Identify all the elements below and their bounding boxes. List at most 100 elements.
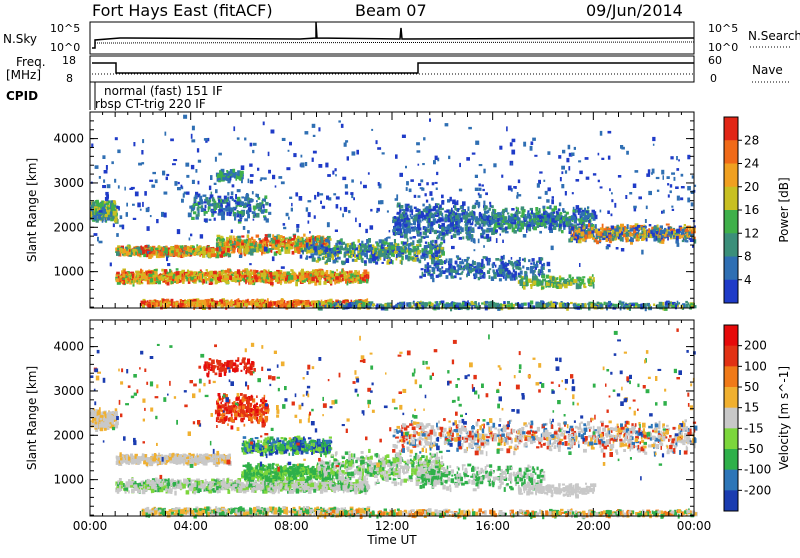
- data-cell: [259, 244, 262, 249]
- data-cell: [175, 303, 177, 305]
- data-cell: [364, 260, 367, 263]
- data-cell: [348, 305, 352, 309]
- data-cell: [116, 272, 120, 275]
- data-cell: [444, 219, 446, 222]
- data-cell: [250, 249, 253, 254]
- data-cell: [454, 205, 456, 208]
- cpid-strip: CPID normal (fast) 151 IF rbsp CT-trig 2…: [6, 82, 223, 111]
- data-cell: [234, 241, 236, 245]
- data-cell: [413, 302, 415, 305]
- data-cell: [231, 304, 233, 306]
- data-cell: [577, 303, 580, 306]
- data-cell: [151, 247, 154, 251]
- data-cell: [530, 208, 533, 211]
- data-cell: [445, 214, 447, 217]
- data-cell: [396, 304, 399, 308]
- data-cell: [308, 247, 310, 250]
- data-cell: [435, 257, 439, 259]
- data-cell: [404, 245, 407, 247]
- data-cell: [442, 216, 444, 218]
- data-cell: [234, 271, 236, 275]
- data-cell: [371, 247, 374, 250]
- data-cell: [428, 302, 431, 305]
- data-cell: [535, 207, 538, 211]
- data-cell: [167, 272, 169, 275]
- data-cell: [132, 249, 135, 252]
- data-cell: [459, 237, 462, 240]
- data-cell: [614, 305, 616, 308]
- data-cell: [487, 210, 489, 214]
- data-cell: [439, 244, 442, 247]
- data-cell: [269, 302, 273, 306]
- freq-unit: [MHz]: [6, 68, 41, 82]
- data-cell: [273, 276, 276, 278]
- data-cell: [142, 304, 144, 308]
- data-cell: [188, 275, 192, 277]
- data-cell: [399, 304, 402, 307]
- data-cell: [282, 304, 285, 307]
- data-cell: [551, 303, 555, 308]
- data-cell: [222, 243, 224, 247]
- data-cell: [237, 269, 240, 274]
- data-cell: [102, 209, 106, 214]
- data-cell: [250, 243, 254, 246]
- data-cell: [364, 275, 366, 279]
- data-cell: [490, 220, 493, 224]
- data-cell: [265, 279, 267, 284]
- data-cell: [343, 242, 346, 245]
- data-cell: [442, 236, 444, 240]
- data-cell: [108, 212, 110, 215]
- data-cell: [489, 202, 491, 205]
- data-cell: [418, 219, 421, 223]
- data-cell: [148, 271, 152, 273]
- data-cell: [311, 249, 313, 252]
- data-cell: [577, 218, 580, 220]
- data-cell: [400, 214, 404, 218]
- data-cell: [397, 203, 401, 205]
- data-cell: [221, 272, 223, 276]
- data-cell: [562, 304, 565, 307]
- data-cell: [140, 274, 142, 276]
- data-cell: [485, 230, 489, 232]
- data-cell: [213, 271, 216, 274]
- data-cell: [631, 304, 635, 306]
- data-cell: [156, 250, 158, 255]
- data-cell: [495, 215, 498, 217]
- data-cell: [521, 303, 524, 306]
- data-cell: [271, 250, 273, 253]
- data-cell: [545, 223, 547, 228]
- data-cell: [221, 279, 224, 282]
- data-cell: [438, 234, 440, 239]
- data-cell: [582, 303, 584, 307]
- cpid-mode-2: rbsp CT-trig 220 IF: [95, 97, 206, 111]
- data-cell: [435, 250, 438, 254]
- data-cell: [332, 251, 335, 254]
- data-cell: [315, 271, 317, 273]
- data-cell: [574, 214, 576, 216]
- cpid-mode-1: normal (fast) 151 IF: [104, 84, 223, 98]
- data-cell: [472, 216, 474, 220]
- data-cell: [154, 271, 156, 274]
- data-cell: [422, 204, 424, 207]
- data-cell: [423, 236, 425, 239]
- data-cell: [440, 208, 444, 210]
- data-cell: [479, 212, 481, 215]
- data-cell: [286, 239, 288, 241]
- data-cell: [233, 236, 235, 241]
- data-cell: [483, 201, 485, 206]
- data-cell: [394, 251, 398, 254]
- data-cell: [260, 240, 263, 242]
- data-cell: [387, 259, 390, 262]
- data-cell: [281, 243, 285, 246]
- data-cell: [396, 246, 400, 251]
- data-cell: [272, 244, 275, 249]
- date-label: 09/Jun/2014: [586, 1, 683, 20]
- data-cell: [325, 247, 328, 252]
- data-cell: [218, 302, 220, 305]
- data-cell: [180, 303, 184, 306]
- data-cell: [202, 300, 206, 303]
- data-cell: [419, 244, 421, 247]
- data-cell: [288, 249, 290, 254]
- data-cell: [161, 275, 163, 279]
- data-cell: [286, 244, 289, 247]
